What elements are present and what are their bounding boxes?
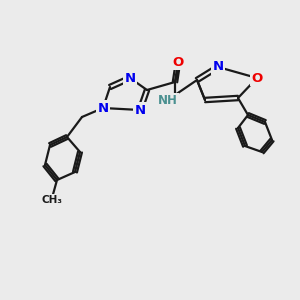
Text: O: O: [251, 71, 262, 85]
Text: NH: NH: [158, 94, 178, 106]
Text: N: N: [134, 103, 146, 116]
Text: N: N: [98, 101, 109, 115]
Text: N: N: [212, 61, 224, 74]
Text: N: N: [124, 71, 136, 85]
Text: O: O: [172, 56, 184, 68]
Text: CH₃: CH₃: [41, 195, 62, 205]
